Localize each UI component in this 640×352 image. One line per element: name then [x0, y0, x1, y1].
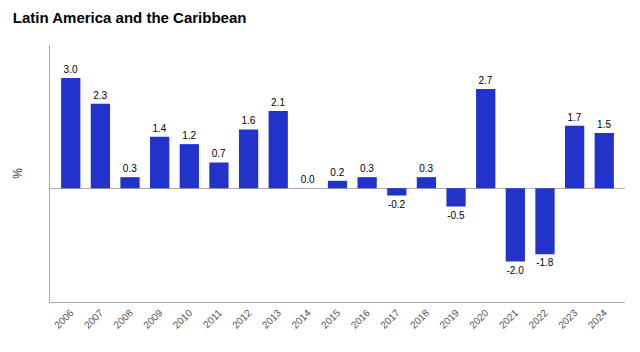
svg-text:2023: 2023 — [556, 307, 580, 331]
svg-text:%: % — [11, 168, 25, 179]
svg-text:Latin America and the Caribbea: Latin America and the Caribbean — [13, 9, 247, 26]
svg-text:2022: 2022 — [526, 307, 550, 331]
svg-text:-0.2: -0.2 — [388, 199, 406, 210]
svg-text:1.7: 1.7 — [567, 112, 581, 123]
svg-text:0.3: 0.3 — [123, 163, 137, 174]
svg-text:2.1: 2.1 — [271, 97, 285, 108]
svg-text:-0.5: -0.5 — [447, 210, 465, 221]
svg-text:2017: 2017 — [378, 307, 402, 331]
svg-text:2008: 2008 — [111, 307, 135, 331]
svg-text:1.6: 1.6 — [241, 115, 255, 126]
svg-text:2019: 2019 — [437, 307, 461, 331]
svg-text:2021: 2021 — [497, 307, 521, 331]
svg-text:0.2: 0.2 — [330, 167, 344, 178]
svg-text:2.3: 2.3 — [93, 90, 107, 101]
svg-text:0.3: 0.3 — [419, 163, 433, 174]
svg-text:0.7: 0.7 — [212, 148, 226, 159]
svg-text:2010: 2010 — [171, 307, 195, 331]
svg-text:2007: 2007 — [82, 307, 106, 331]
svg-text:1.4: 1.4 — [152, 123, 166, 134]
svg-text:1.2: 1.2 — [182, 130, 196, 141]
svg-text:3.0: 3.0 — [64, 64, 78, 75]
svg-text:2015: 2015 — [319, 307, 343, 331]
svg-text:2020: 2020 — [467, 307, 491, 331]
svg-text:0.0: 0.0 — [301, 174, 315, 185]
svg-text:2009: 2009 — [141, 307, 165, 331]
svg-text:2018: 2018 — [408, 307, 432, 331]
svg-text:2.7: 2.7 — [479, 75, 493, 86]
svg-text:1.5: 1.5 — [597, 119, 611, 130]
svg-text:2006: 2006 — [52, 307, 76, 331]
svg-text:2024: 2024 — [586, 307, 610, 331]
svg-text:2012: 2012 — [230, 307, 254, 331]
svg-text:-2.0: -2.0 — [507, 265, 525, 276]
svg-text:2016: 2016 — [349, 307, 373, 331]
svg-text:0.3: 0.3 — [360, 163, 374, 174]
svg-text:2011: 2011 — [201, 307, 224, 330]
svg-text:-1.8: -1.8 — [536, 257, 554, 268]
svg-text:2014: 2014 — [289, 307, 313, 331]
svg-text:2013: 2013 — [260, 307, 284, 331]
